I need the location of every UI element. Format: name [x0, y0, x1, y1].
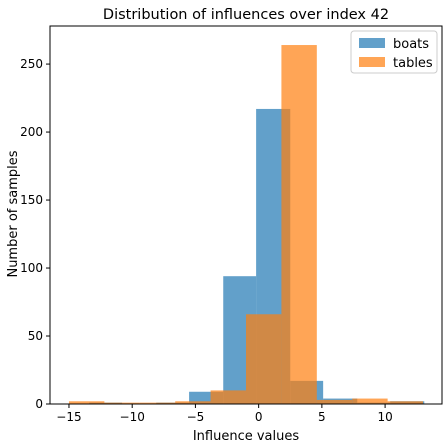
x-tick-label: 0 [255, 410, 263, 424]
x-axis-ticks: −15 −10 −5 0 5 10 [56, 404, 393, 424]
bar-tables-1 [104, 402, 140, 404]
bar-tables-6 [281, 45, 317, 404]
x-tick-label: −10 [120, 410, 145, 424]
x-tick-label: 10 [377, 410, 392, 424]
bar-tables-7 [316, 399, 353, 404]
x-axis-label: Influence values [193, 429, 300, 444]
y-tick-label: 150 [20, 193, 43, 207]
x-tick-label: 5 [318, 410, 326, 424]
bar-tables-8 [352, 398, 388, 404]
legend-label-tables: tables [393, 56, 433, 71]
bars-group [68, 45, 425, 404]
y-axis-ticks: 0 50 100 150 200 250 [20, 57, 50, 411]
y-axis-label: Number of samples [6, 150, 21, 277]
plot-frame [49, 25, 443, 405]
legend-swatch-tables [359, 57, 385, 67]
y-tick-label: 250 [20, 57, 43, 71]
y-tick-label: 50 [28, 329, 43, 343]
y-tick-label: 100 [20, 261, 43, 275]
x-tick-label: −15 [56, 410, 81, 424]
x-tick-label: −5 [187, 410, 205, 424]
y-tick-label: 200 [20, 125, 43, 139]
legend: boats tables [350, 30, 438, 74]
bar-tables-5 [246, 314, 282, 404]
legend-swatch-boats [359, 38, 385, 48]
bar-tables-3 [175, 401, 211, 404]
bar-tables-0 [68, 401, 105, 404]
bar-tables-2 [139, 402, 176, 404]
legend-label-boats: boats [393, 37, 429, 52]
chart-title: Distribution of influences over index 42 [103, 7, 389, 23]
bar-tables-4 [210, 390, 246, 404]
bar-tables-9 [387, 401, 424, 404]
y-tick-label: 0 [35, 397, 43, 411]
